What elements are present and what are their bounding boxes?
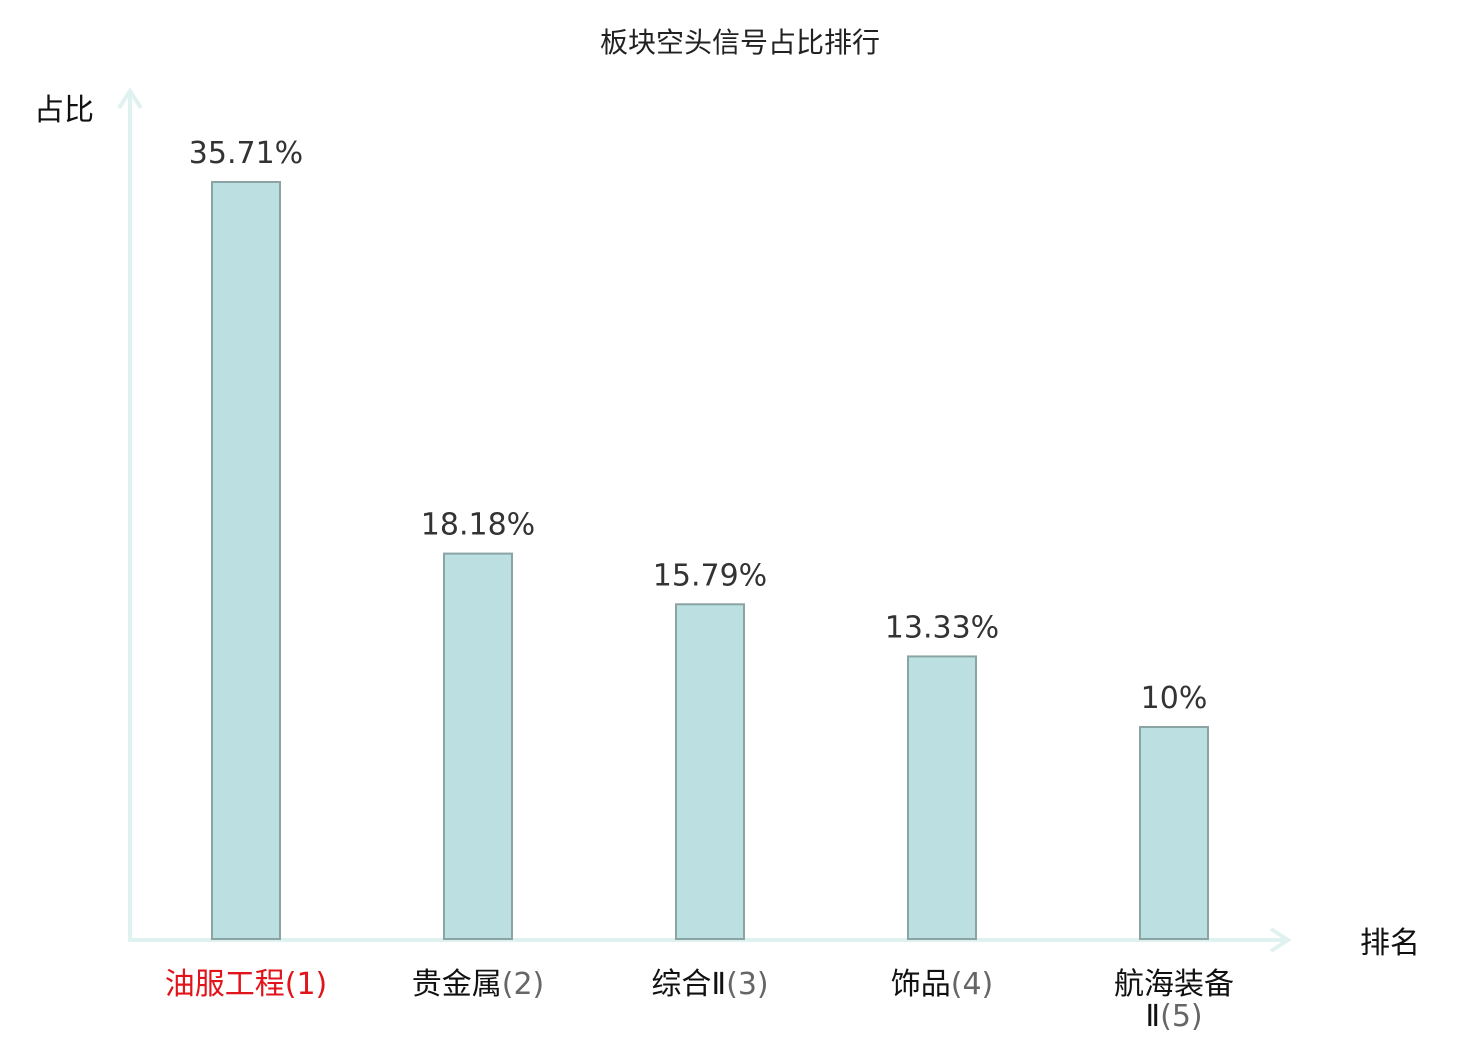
x-tick-label-name: 贵金属: [412, 967, 502, 1002]
x-tick-label-rank: (1): [285, 967, 328, 1002]
x-axis-label: 排名: [1360, 926, 1420, 961]
bar: [443, 552, 513, 940]
x-tick-label: 油服工程(1): [165, 967, 328, 1002]
x-tick-label-rank: (3): [726, 967, 769, 1002]
x-tick-label: 贵金属(2): [412, 967, 545, 1002]
bar-value-label: 35.71%: [189, 136, 303, 171]
x-tick-label-line: Ⅱ(5): [1145, 999, 1202, 1034]
bar: [907, 655, 977, 940]
x-axis-arrow: [1269, 927, 1292, 953]
x-tick-label-name: 油服工程: [165, 967, 285, 1002]
bar-value-label: 15.79%: [653, 558, 767, 593]
x-tick-label: 饰品(4): [891, 967, 994, 1002]
bar-value-label: 18.18%: [421, 508, 535, 543]
bar: [1139, 726, 1209, 941]
bar: [211, 181, 281, 940]
y-axis-label: 占比: [34, 93, 94, 128]
x-tick-label-line: 航海装备: [1114, 967, 1234, 1002]
x-tick-label-line: 饰品(4): [891, 967, 994, 1002]
y-axis-arrow: [117, 87, 143, 110]
x-tick-label-rank: (4): [951, 967, 994, 1002]
x-tick-label-rank: (5): [1160, 999, 1203, 1034]
x-tick-label-rank: (2): [502, 967, 545, 1002]
x-tick-label: 综合Ⅱ(3): [651, 967, 768, 1002]
x-tick-label-line: 贵金属(2): [412, 967, 545, 1002]
bar: [675, 603, 745, 940]
x-tick-label-line: 油服工程(1): [165, 967, 328, 1002]
x-tick-label-line: 综合Ⅱ(3): [651, 967, 768, 1002]
bar-value-label: 10%: [1141, 681, 1208, 716]
bar-value-label: 13.33%: [885, 610, 999, 645]
x-tick-label-name: 综合Ⅱ: [651, 967, 726, 1002]
x-tick-label-name: Ⅱ: [1145, 999, 1160, 1034]
x-tick-label-name: 饰品: [891, 967, 951, 1002]
chart-title: 板块空头信号占比排行: [600, 26, 880, 59]
